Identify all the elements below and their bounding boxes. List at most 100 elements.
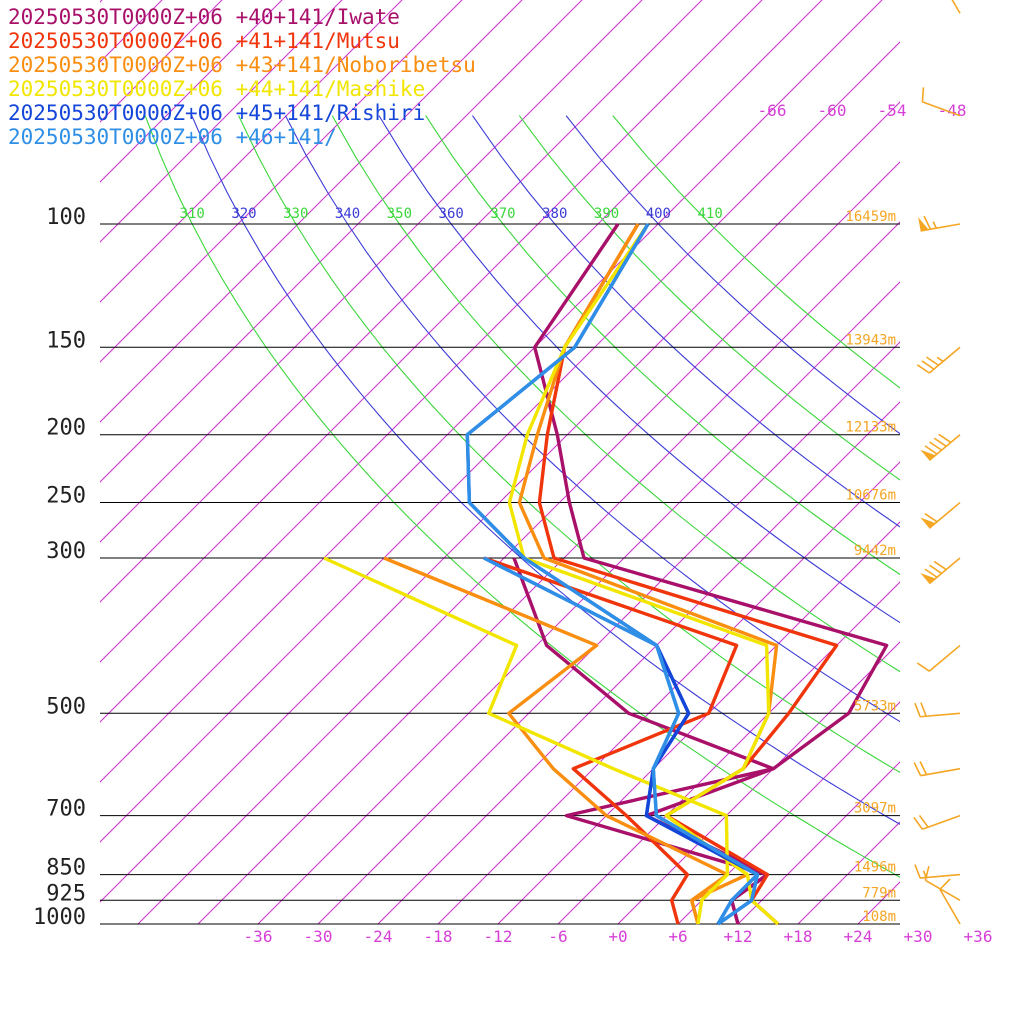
legend-entry: 20250530T0000Z+06 +43+141/Noboribetsu [8, 53, 476, 77]
wind-barb-staff [928, 501, 961, 529]
isotherm-label: -48 [938, 101, 967, 120]
wind-barb-staff [922, 101, 961, 117]
height-label: 779m [862, 885, 896, 901]
temperature-tick-label: -18 [424, 927, 453, 946]
wind-barb [913, 761, 961, 777]
temperature-profile [517, 223, 779, 925]
wind-barb-flag [914, 864, 921, 879]
wind-barb [921, 87, 961, 117]
isotherm-line [437, 461, 900, 924]
height-label: 10676m [845, 488, 896, 504]
legend-entry: 20250530T0000Z+06 +45+141/Rishiri [8, 101, 425, 125]
theta-curve [425, 115, 900, 576]
wind-barb-staff [920, 767, 961, 777]
wind-barb-pennant [918, 217, 929, 231]
wind-barb [918, 215, 961, 232]
pressure-label: 1000 [33, 905, 86, 930]
wind-barb [916, 346, 961, 374]
wind-barb-flag [924, 513, 938, 523]
pressure-label: 250 [46, 484, 86, 509]
wind-barb [939, 878, 961, 925]
wind-barb-pennant [920, 572, 936, 584]
legend-entry: 20250530T0000Z+06 +41+141/Mutsu [8, 29, 400, 53]
theta-curve [472, 115, 900, 528]
height-label: 16459m [845, 209, 896, 225]
wind-barbs [913, 0, 961, 925]
theta-curve [518, 115, 900, 481]
wind-barb-staff [920, 712, 961, 718]
dewpoint-profile [483, 556, 739, 925]
wind-barb-flag [933, 560, 947, 571]
height-label: 108m [862, 909, 896, 925]
legend-entry: 20250530T0000Z+06 +44+141/Mashike [8, 77, 425, 101]
wind-barb-staff [924, 879, 961, 901]
temperature-profile [533, 223, 889, 925]
wind-barb-flag [924, 568, 938, 578]
wind-barb [913, 814, 961, 831]
theta-label: 400 [646, 206, 671, 222]
wind-barb-flag [938, 433, 952, 444]
axis-labels: 100 16459m 150 13943m 200 12133m 250 10676m 300 9… [33, 101, 992, 946]
legend-entry: 20250530T0000Z+06 +46+141/ [8, 125, 337, 149]
pressure-label: 925 [46, 881, 86, 906]
theta-curve [284, 115, 900, 723]
theta-label: 340 [335, 206, 360, 222]
wind-barb-staff [928, 346, 961, 374]
temperature-tick-label: -24 [364, 927, 393, 946]
theta-label: 360 [439, 206, 464, 222]
isotherm-label: -60 [818, 101, 847, 120]
wind-barb-flag [933, 437, 947, 447]
wind-barb [920, 433, 961, 462]
pressure-label: 300 [46, 539, 86, 564]
temperature-tick-label: +6 [668, 927, 687, 946]
temperature-tick-label: +18 [784, 927, 813, 946]
pressure-label: 100 [46, 205, 86, 230]
wind-barb-half-flag [932, 221, 938, 229]
wind-barb [914, 702, 961, 718]
theta-label: 390 [594, 206, 619, 222]
height-label: 13943m [845, 332, 896, 348]
temperature-profile [537, 223, 839, 926]
isotherm-line [100, 0, 343, 243]
pressure-label: 500 [46, 694, 86, 719]
wind-barb-flag [939, 878, 951, 890]
wind-barb-flag [914, 702, 921, 718]
legend: 20250530T0000Z+06 +40+141/Iwate20250530T… [8, 5, 476, 149]
theta-label: 370 [490, 206, 515, 222]
temperature-tick-label: -30 [304, 927, 333, 946]
wind-barb-flag [926, 356, 939, 366]
wind-barb-flag [929, 441, 943, 451]
pressure-label: 200 [46, 416, 86, 441]
wind-barb-staff [939, 888, 961, 925]
wind-barb-flag [921, 87, 925, 102]
isotherm-line [100, 0, 523, 423]
isotherm-line [100, 0, 283, 183]
temperature-profile [465, 223, 760, 926]
wind-barb-staff [922, 814, 961, 831]
wind-barb-pennant [920, 449, 936, 461]
wind-barb-flag [916, 364, 930, 374]
wind-barb [920, 557, 961, 585]
temperature-tick-label: +24 [844, 927, 873, 946]
theta-curve [331, 115, 900, 673]
pressure-label: 150 [46, 328, 86, 353]
theta-curve [191, 115, 900, 825]
theta-label: 350 [387, 206, 412, 222]
isotherm-label: -66 [758, 101, 787, 120]
isobar-grid [100, 223, 900, 925]
wind-barb-staff [951, 0, 961, 14]
wind-barb-flag [924, 445, 938, 455]
wind-barb-flag [916, 662, 930, 672]
pressure-label: 700 [46, 797, 86, 822]
height-label: 5733m [854, 698, 896, 714]
wind-barb [914, 864, 961, 879]
isotherm-line [100, 0, 403, 303]
wind-barb-flag [913, 816, 924, 830]
wind-barb-staff [928, 644, 961, 672]
isotherm-line [677, 701, 900, 924]
isotherm-line [557, 581, 900, 924]
theta-label: 330 [283, 206, 308, 222]
theta-curve [238, 115, 900, 774]
wind-barb-flag [921, 360, 935, 370]
